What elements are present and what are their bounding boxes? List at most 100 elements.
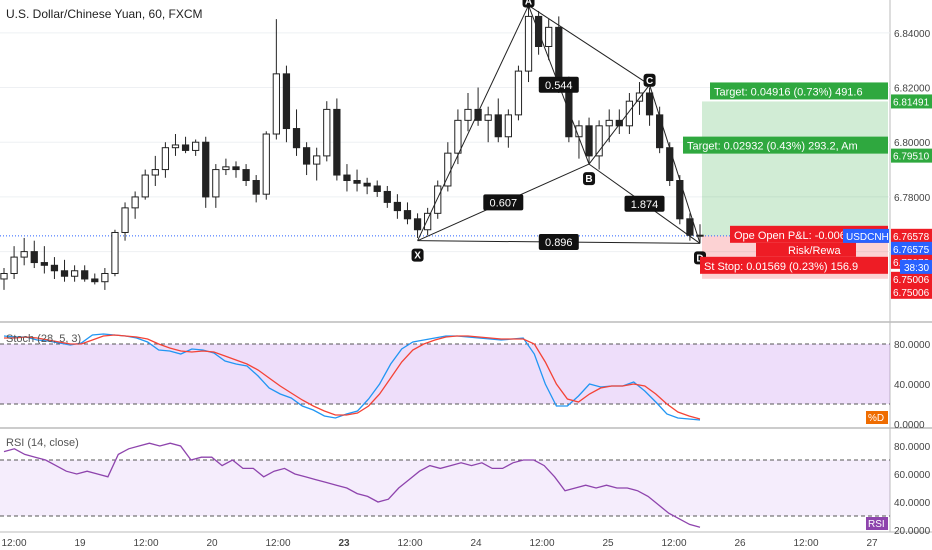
candle[interactable] xyxy=(171,134,180,156)
candle[interactable] xyxy=(232,161,240,178)
candle[interactable] xyxy=(0,268,8,290)
ratio-label[interactable]: 0.544 xyxy=(538,76,579,93)
candle[interactable] xyxy=(434,180,442,219)
candle[interactable] xyxy=(151,155,159,186)
candle[interactable] xyxy=(353,169,361,192)
candle[interactable] xyxy=(615,109,623,135)
candle[interactable] xyxy=(192,139,200,156)
symbol-badge[interactable]: USDCNH xyxy=(843,228,889,243)
candle[interactable] xyxy=(101,268,109,290)
candle[interactable] xyxy=(393,194,402,219)
candle[interactable] xyxy=(60,259,69,282)
candle[interactable] xyxy=(343,164,351,192)
candle[interactable] xyxy=(70,265,79,282)
price-marker[interactable]: 6.76578 xyxy=(891,228,932,243)
candle[interactable] xyxy=(494,98,502,143)
candle[interactable] xyxy=(81,265,89,282)
candle[interactable] xyxy=(262,131,270,200)
rsi-pane[interactable]: 80.0000 60.0000 40.0000 20.0000 RSI xyxy=(0,442,931,537)
candle[interactable] xyxy=(464,92,472,132)
candle[interactable] xyxy=(121,202,129,241)
candle[interactable] xyxy=(413,213,422,238)
pattern-point-c[interactable]: C xyxy=(643,73,656,87)
candle[interactable] xyxy=(30,240,38,269)
candle[interactable] xyxy=(212,164,220,208)
price-marker[interactable]: 6.75006 xyxy=(891,271,932,286)
candle[interactable] xyxy=(242,164,250,186)
countdown-badge[interactable]: 38:30 xyxy=(900,259,932,274)
candle[interactable] xyxy=(605,109,613,143)
series-line-rsi[interactable] xyxy=(3,442,701,528)
candle-body xyxy=(50,264,59,272)
stochastic-pane[interactable]: 80.0000 40.0000 0.0000 %D xyxy=(0,333,931,431)
candle[interactable] xyxy=(474,87,482,126)
price-axis[interactable]: 6.840006.820006.800006.780006.760006.814… xyxy=(843,29,932,299)
ratio-label[interactable]: 1.874 xyxy=(624,195,665,212)
y-tick-label: 6.82000 xyxy=(894,84,931,95)
candle[interactable] xyxy=(595,120,603,170)
candle[interactable] xyxy=(645,87,654,126)
pattern-point-x[interactable]: X xyxy=(411,248,424,262)
target-2-label[interactable]: Target: 0.04916 (0.73%) 491.6 xyxy=(710,82,888,100)
candle[interactable] xyxy=(91,273,99,285)
candle[interactable] xyxy=(524,5,533,83)
stoch-pane-background[interactable] xyxy=(0,324,890,426)
candle[interactable] xyxy=(313,147,321,181)
time-axis[interactable]: 12:00 19 12:00 20 12:00 23 12:00 24 12:00 25 12:00… xyxy=(1,538,878,549)
candle[interactable] xyxy=(333,98,341,181)
ratio-label[interactable]: 0.896 xyxy=(538,234,579,251)
x-tick-label: 20 xyxy=(206,538,218,549)
candle[interactable] xyxy=(625,92,634,135)
candle[interactable] xyxy=(40,246,48,274)
stop-label[interactable]: St Stop: 0.01569 (0.23%) 156.9 xyxy=(700,256,888,274)
candle[interactable] xyxy=(696,224,704,244)
stop-label-text: St Stop: 0.01569 (0.23%) 156.9 xyxy=(704,261,858,273)
candle[interactable] xyxy=(20,237,28,266)
rsi-pane-background[interactable] xyxy=(0,430,890,530)
candle[interactable] xyxy=(302,142,311,176)
candle[interactable] xyxy=(252,175,260,203)
candle[interactable] xyxy=(585,117,593,165)
series-line-d[interactable] xyxy=(4,334,701,420)
candle[interactable] xyxy=(222,158,230,176)
candle[interactable] xyxy=(10,246,18,279)
profit-zone[interactable] xyxy=(702,101,888,236)
candle[interactable] xyxy=(363,177,371,195)
candle[interactable] xyxy=(50,257,59,279)
price-marker[interactable]: 6.79510 xyxy=(891,148,932,163)
candle[interactable] xyxy=(424,207,432,236)
price-marker[interactable]: 6.81491 xyxy=(891,94,932,109)
target-1-label[interactable]: Target: 0.02932 (0.43%) 293.2, Am xyxy=(683,136,888,154)
pattern-point-b[interactable]: B xyxy=(583,172,596,186)
price-marker[interactable]: 6.75006 xyxy=(891,284,932,299)
candle[interactable] xyxy=(676,175,684,225)
candle[interactable] xyxy=(484,106,492,143)
candle[interactable] xyxy=(545,19,553,61)
candle[interactable] xyxy=(292,109,301,156)
candle[interactable] xyxy=(504,109,512,148)
candle[interactable] xyxy=(403,202,412,225)
candle[interactable] xyxy=(141,169,149,200)
candle[interactable] xyxy=(514,65,523,121)
risk-reward-label[interactable]: Risk/Rewa xyxy=(756,242,856,257)
indicator-badge[interactable]: RSI xyxy=(866,517,888,530)
candle[interactable] xyxy=(282,65,291,143)
candle[interactable] xyxy=(272,19,280,140)
pattern-point-a[interactable]: A xyxy=(522,0,535,7)
candle[interactable] xyxy=(373,180,381,197)
candle[interactable] xyxy=(181,136,190,154)
candle[interactable] xyxy=(323,101,331,162)
ratio-label-box xyxy=(538,234,579,251)
candle[interactable] xyxy=(131,191,139,219)
candle[interactable] xyxy=(161,142,170,178)
ratio-label-text: 0.544 xyxy=(545,80,573,92)
x-tick-label: 12:00 xyxy=(661,538,686,549)
candle[interactable] xyxy=(202,136,210,208)
candle[interactable] xyxy=(383,185,391,208)
candle[interactable] xyxy=(111,229,119,277)
ratio-label[interactable]: 0.607 xyxy=(483,194,524,211)
indicator-badge[interactable]: %D xyxy=(866,411,888,424)
price-marker[interactable]: 6.76575 xyxy=(891,241,932,256)
